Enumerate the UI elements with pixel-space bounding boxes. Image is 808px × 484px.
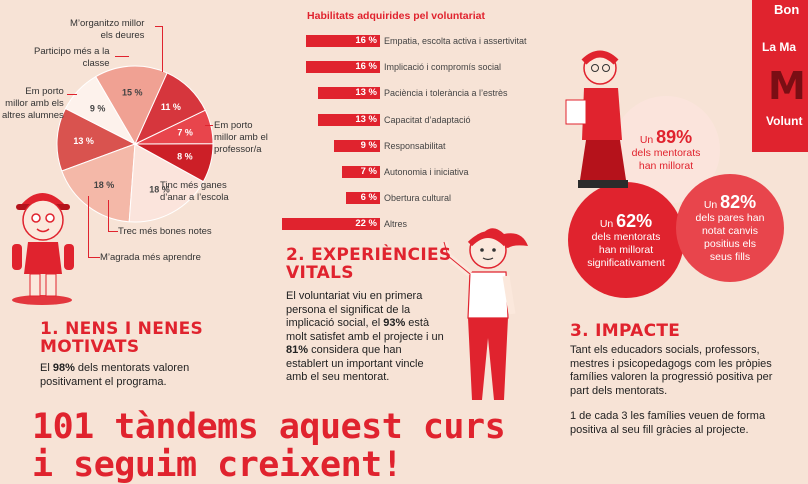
- stat-value-89: 89%: [656, 127, 693, 147]
- bar-category-label: Capacitat d’adaptació: [384, 114, 471, 125]
- bar-category-label: Paciència i tolerància a l’estrès: [384, 88, 508, 99]
- bar: 13 %: [318, 87, 380, 100]
- volunteer-illustration: [440, 228, 528, 400]
- section3-text-1: Tant els educadors socials, professors, …: [570, 344, 773, 397]
- bar-category-label: Responsabilitat: [384, 140, 446, 151]
- pie-slice: [56, 107, 137, 172]
- pie-label-organitzo: M’organitzo millor els deures: [70, 18, 145, 41]
- section3-title: 3. IMPACTE: [570, 321, 681, 341]
- pie-label-professor: Em porto millor amb el professor/a: [214, 120, 268, 155]
- pie-slice-value: 18 %: [149, 184, 170, 194]
- bar-category-label: Implicació i compromís social: [384, 62, 502, 73]
- bar-row: 6 %: [0, 192, 380, 205]
- leader-line: [88, 196, 100, 258]
- section1-title: 1. NENS I NENES MOTIVATS: [40, 319, 204, 357]
- bar-row: 9 %: [0, 139, 380, 152]
- pie-slice-value: 18 %: [94, 180, 115, 190]
- leader-line: [205, 125, 213, 126]
- bar-category-label: Autonomia i iniciativa: [384, 167, 469, 177]
- bar-row: 16 %: [0, 35, 380, 47]
- bar-row: 7 %: [0, 166, 380, 178]
- bar-category-label: Obertura cultural: [384, 193, 452, 204]
- stat-value-62: 62%: [616, 210, 653, 231]
- bar: 16 %: [306, 61, 380, 74]
- pie-slice-value: 15 %: [122, 88, 143, 98]
- parent-illustration: [565, 50, 628, 188]
- leader-line: [155, 26, 163, 72]
- bar: 16 %: [306, 35, 380, 47]
- bar: 7 %: [342, 166, 380, 178]
- leader-line: [67, 94, 77, 95]
- stat-text-82: dels pares han notat canvis positius els…: [695, 212, 765, 263]
- brand-badge: Bon La Ma M Volunt: [752, 0, 808, 152]
- pie-slice-value: 11 %: [161, 102, 181, 112]
- pie-slice-value: 8 %: [177, 152, 193, 162]
- section3-text-2: 1 de cada 3 les famílies veuen de forma …: [570, 410, 766, 436]
- section2-text: El voluntariat viu en primera persona el…: [286, 290, 444, 383]
- stat-text-89: dels mentorats han millorat: [631, 147, 701, 172]
- bar-row: 13 %: [0, 113, 380, 126]
- pie-slice: [64, 75, 137, 146]
- pie-slice-value: 7 %: [177, 127, 193, 137]
- stat-value-82: 82%: [720, 192, 757, 212]
- pie-label-ganes: Tinc més ganes d’anar a l’escola: [160, 180, 229, 203]
- stat-circle-62: Un 62% dels mentorats han millorat signi…: [568, 182, 684, 298]
- bar-category-label: Altres: [384, 219, 408, 230]
- bar-chart-title: Habilitats adquirides pel voluntariat: [307, 10, 485, 22]
- bar: 13 %: [318, 113, 380, 126]
- section1-text: El 98% dels mentorats valoren positivame…: [40, 362, 190, 388]
- pie-slice: [128, 143, 205, 223]
- pie-chart: 13 % 18 % 18 % 8 % 7 % 11 % 15 % 9 %: [56, 65, 214, 223]
- badge-letter: M: [768, 64, 806, 108]
- badge-text-2: La Ma: [762, 40, 797, 54]
- pie-label-aprendre: M’agrada més aprendre: [100, 252, 201, 263]
- bar: 6 %: [346, 192, 380, 205]
- pie-slice-value: 13 %: [73, 136, 94, 146]
- pie-label-alumnes: Em porto millor amb els altres alumnes: [2, 86, 64, 121]
- bar-row: 22 %: [0, 218, 380, 231]
- pie-slice: [94, 65, 168, 146]
- bar-row: 13 %: [0, 87, 380, 100]
- stat-text-62: dels mentorats han millorat significativ…: [587, 230, 665, 269]
- bar-row: 16 %: [0, 61, 380, 74]
- bar: 22 %: [282, 218, 380, 231]
- badge-text-4: Volunt: [766, 114, 803, 128]
- stat-circle-82: Un 82% dels pares han notat canvis posit…: [676, 174, 784, 282]
- section2-title: 2. EXPERIÈNCIES VITALS: [286, 245, 452, 283]
- pie-label-notes: Trec més bones notes: [118, 226, 212, 237]
- pie-label-participo: Participo més a la classe: [34, 46, 110, 69]
- headline: 101 tàndems aquest curs i seguim creixen…: [32, 407, 506, 484]
- bar-category-label: Empatia, escolta activa i assertivitat: [384, 36, 527, 46]
- pie-slice-value: 9 %: [90, 104, 106, 114]
- leader-line: [108, 200, 118, 232]
- leader-line: [115, 56, 129, 57]
- badge-text-1: Bon: [774, 2, 800, 17]
- bar: 9 %: [334, 139, 380, 152]
- child-illustration: [12, 193, 74, 305]
